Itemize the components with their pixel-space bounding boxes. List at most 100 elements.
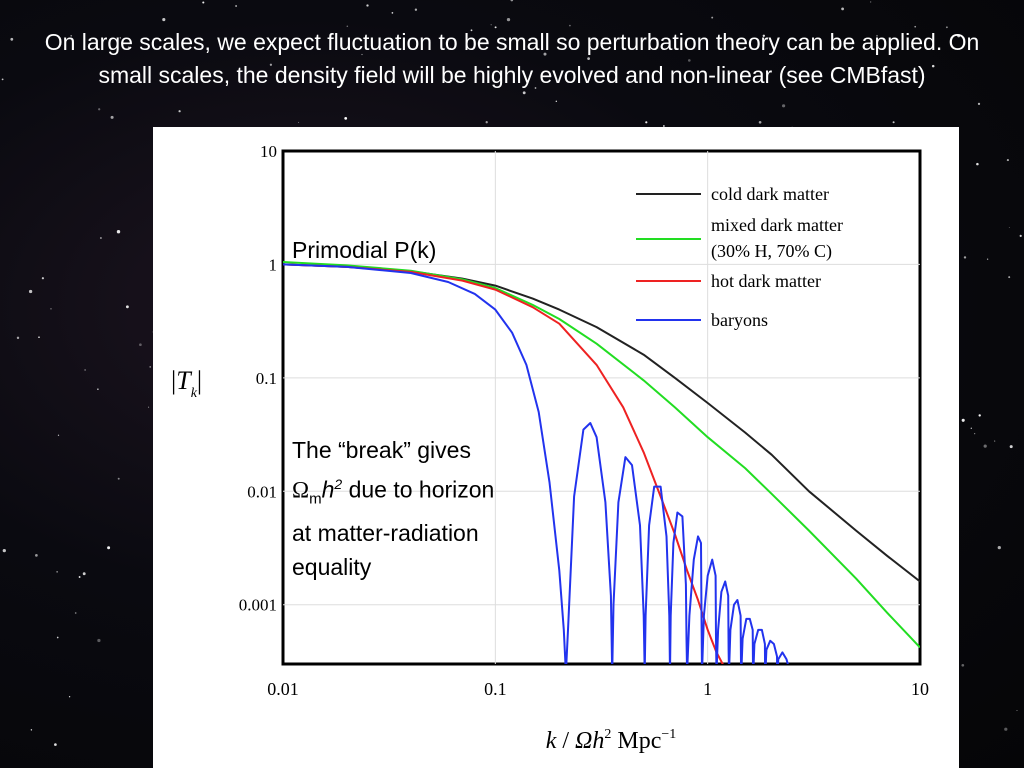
star (758, 120, 762, 124)
x-axis-label-sup2: 2 (604, 727, 611, 742)
star (1004, 727, 1008, 731)
x-axis-label-omega: Ω (575, 728, 592, 754)
axis-ticks: 0.01 0.1 1 10 10 1 0.1 0.01 0.001 (239, 142, 929, 699)
star (961, 418, 965, 422)
star (555, 100, 557, 102)
x-tick-label: 0.01 (267, 679, 299, 699)
star (663, 125, 665, 127)
star (178, 110, 181, 113)
star (645, 121, 648, 124)
star (116, 230, 121, 234)
star (957, 34, 961, 38)
legend-label: mixed dark matter (711, 215, 843, 235)
star (963, 256, 967, 259)
star (56, 636, 59, 639)
star (344, 117, 348, 120)
x-axis-label-h: h (592, 728, 604, 754)
y-tick-label: 0.001 (239, 596, 277, 615)
star (110, 115, 114, 119)
star (97, 638, 101, 643)
abs-bar-left: | (171, 366, 176, 395)
star (127, 46, 130, 49)
star (569, 24, 571, 27)
star (54, 743, 57, 746)
x-axis-label-unit: Mpc (611, 728, 661, 754)
break-line-1: The “break” gives (292, 437, 471, 463)
star (202, 1, 205, 4)
x-axis-label: k / Ωh2 Mpc−1 (546, 727, 677, 754)
star (28, 289, 33, 294)
star (543, 52, 547, 56)
star (997, 545, 1001, 550)
star (983, 444, 987, 448)
star (986, 258, 989, 260)
star (978, 414, 981, 417)
star (148, 406, 150, 408)
star (84, 369, 86, 371)
star (74, 612, 77, 614)
star (587, 57, 590, 60)
star (976, 162, 979, 166)
star (674, 45, 676, 47)
x-tick-label: 1 (703, 679, 712, 699)
y-axis-label-T: T (176, 366, 192, 395)
star (945, 26, 948, 29)
star (510, 0, 514, 2)
legend: cold dark matter mixed dark matter (30% H,… (636, 184, 843, 330)
break-line-2-rest: due to horizon (342, 476, 495, 503)
y-tick-label: 0.1 (256, 369, 277, 388)
series-line-mixed-dark-matter (283, 261, 920, 649)
star (235, 5, 238, 7)
star (149, 366, 151, 368)
star (494, 26, 497, 29)
star (162, 18, 166, 22)
break-line-4: equality (292, 554, 372, 581)
slide-heading: On large scales, we expect fluctuation t… (44, 29, 980, 88)
star (2, 548, 6, 553)
legend-label: baryons (711, 310, 768, 330)
star (449, 47, 452, 50)
star (914, 25, 917, 28)
legend-label: cold dark matter (711, 184, 829, 204)
star (41, 277, 45, 280)
star (346, 25, 349, 27)
star (99, 237, 102, 239)
star (107, 546, 111, 550)
y-tick-label: 0.01 (247, 482, 277, 501)
star (298, 121, 300, 123)
omega-subscript: m (309, 490, 322, 508)
x-axis-label-slash: / (556, 728, 575, 754)
break-annotation: The “break” gives Ωmh2 due to horizon at… (292, 433, 562, 584)
star (977, 102, 981, 106)
star (841, 7, 844, 11)
star (82, 572, 86, 576)
star (139, 343, 142, 347)
star (391, 12, 394, 14)
star (654, 48, 656, 50)
star (269, 63, 273, 66)
break-line-2: Ωmh2 due to horizon (292, 467, 562, 516)
star (1019, 234, 1022, 237)
break-line-3: at matter-radiation (292, 520, 479, 547)
star (711, 16, 714, 19)
star (98, 108, 101, 111)
star (870, 1, 872, 3)
plot-frame (281, 149, 922, 666)
star (485, 121, 488, 124)
star (117, 477, 120, 480)
omega-symbol: Ω (292, 477, 310, 503)
star (762, 34, 765, 37)
star (961, 663, 965, 667)
y-tick-label: 1 (269, 255, 278, 274)
star (10, 37, 14, 41)
star (911, 45, 913, 48)
star (1016, 710, 1018, 711)
star (522, 91, 526, 95)
star (892, 121, 895, 124)
star (125, 305, 129, 309)
series-line-baryons (283, 263, 789, 664)
star (970, 427, 972, 429)
star (70, 34, 73, 37)
star (490, 24, 492, 26)
h-symbol: h (321, 476, 335, 503)
